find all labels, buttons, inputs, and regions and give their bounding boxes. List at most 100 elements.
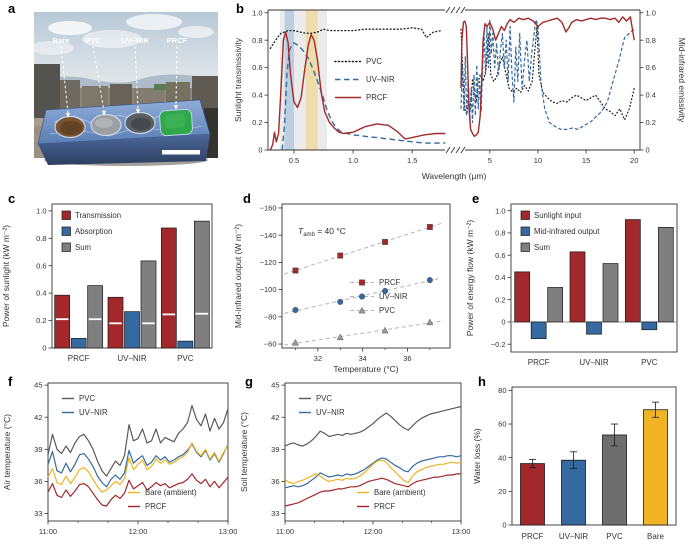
svg-text:1.5: 1.5 (407, 156, 417, 165)
chart-e: −0.2 0 0.2 0.4 0.6 0.8 1.0 Power of energy flow… (465, 203, 678, 367)
legend: PVC UV–NIR PRCF (334, 57, 395, 102)
svg-text:1.0: 1.0 (348, 156, 358, 165)
chart-b-right: 0 0.2 0.4 0.6 0.8 1.0 5 10 15 20 Mid-infrared emis… (455, 6, 687, 165)
series-UV–NIR (281, 42, 446, 151)
svg-text:UV–NIR: UV–NIR (79, 408, 108, 417)
leader-pvc (92, 45, 105, 112)
svg-text:36: 36 (34, 477, 42, 486)
svg-text:0: 0 (42, 344, 46, 353)
svg-text:UV–NIR: UV–NIR (117, 354, 147, 363)
svg-text:Transmission: Transmission (75, 211, 121, 220)
bar-UV–NIR-Sum (140, 260, 157, 349)
svg-text:10: 10 (534, 156, 542, 165)
svg-text:0.6: 0.6 (646, 63, 656, 72)
rooftop-photo: Bare PVC UV–NIR PRCF (34, 12, 218, 166)
bar-UV–NIR-Mid-infrared output (586, 321, 602, 335)
svg-text:12:00: 12:00 (129, 527, 148, 536)
svg-text:15: 15 (582, 156, 590, 165)
svg-text:PVC: PVC (366, 57, 382, 66)
series-PRCF (47, 473, 229, 507)
series-UV–NIR (284, 455, 462, 489)
legend: Transmission Absorption Sum (61, 210, 121, 252)
bar-UV–NIR-Absorption (124, 311, 140, 349)
svg-text:0: 0 (258, 146, 262, 155)
bar-PRCF-Sunlight input (514, 271, 531, 323)
power-of-sunlight-chart: 0 0.2 0.4 0.6 0.8 1.0 Power of sunlight (kW m⁻… (1, 203, 213, 363)
svg-text:PRCF: PRCF (68, 354, 90, 363)
series-PRCF (284, 473, 461, 507)
series-PRCF (460, 16, 635, 138)
svg-text:Mid-infrared output: Mid-infrared output (534, 227, 600, 236)
svg-text:12:00: 12:00 (364, 527, 383, 536)
svg-text:PRCF: PRCF (366, 93, 387, 102)
svg-text:PVC: PVC (379, 306, 395, 315)
svg-text:0: 0 (502, 521, 506, 530)
svg-text:0.5: 0.5 (289, 156, 299, 165)
panel-b: b 0 0.2 0.4 0.6 0.8 1.0 0.5 1.0 1.5 Sunlight tran… (232, 0, 692, 188)
svg-text:45: 45 (271, 381, 279, 390)
soil-hole-bare-inner (60, 121, 82, 135)
svg-text:0: 0 (501, 318, 505, 327)
bar-UV–NIR-Sunlight input (569, 251, 586, 323)
panel-label-g: g (245, 374, 253, 389)
svg-text:0.4: 0.4 (36, 289, 46, 298)
svg-text:0.2: 0.2 (646, 118, 656, 127)
bar-PRCF-Sum (87, 285, 104, 349)
svg-text:Sum: Sum (75, 243, 91, 252)
svg-text:Air temperature (°C): Air temperature (°C) (2, 414, 12, 490)
svg-text:PVC: PVC (316, 394, 332, 403)
panel-c: c 0 0.2 0.4 0.6 0.8 1.0 Power of sunlight (kW … (0, 190, 232, 375)
chart-d: −160 −140 −120 −100 −80 −60 32 34 36 Mid-infrared… (233, 204, 451, 374)
scale-bar (162, 150, 200, 155)
chart-b-left: 0 0.2 0.4 0.6 0.8 1.0 0.5 1.0 1.5 Sunlight transm… (233, 6, 486, 181)
svg-text:1.0: 1.0 (252, 8, 262, 17)
chart-g: 33 36 39 42 45 11:00 12:00 13:00 Soil temperatur… (239, 381, 470, 536)
bar-PRCF-Absorption (70, 338, 87, 349)
series-PRCF (269, 31, 446, 151)
chart-f: 33 36 39 42 45 11:00 12:00 13:00 Air temperature… (2, 381, 237, 536)
svg-text:UV–NIR: UV–NIR (559, 532, 589, 541)
svg-text:0.6: 0.6 (252, 63, 262, 72)
svg-text:39: 39 (34, 445, 42, 454)
svg-text:Temperature (°C): Temperature (°C) (333, 364, 398, 374)
svg-text:39: 39 (271, 445, 279, 454)
panel-label-a: a (8, 1, 16, 16)
svg-text:36: 36 (271, 477, 279, 486)
svg-text:13:00: 13:00 (219, 527, 237, 536)
water-loss-chart: 0 20 40 60 80 Water loss (%) PRCF UV–NIR PVC Bare (472, 386, 677, 541)
svg-text:60: 60 (498, 420, 506, 429)
svg-text:UV–NIR: UV–NIR (379, 292, 408, 301)
annotation-tamb: Tamb = 40 °C (298, 226, 346, 238)
label-pvc: PVC (85, 36, 101, 45)
legend: PRCF UV–NIR PVC (350, 278, 408, 315)
svg-text:5: 5 (488, 156, 492, 165)
mid-infrared-output-chart: −160 −140 −120 −100 −80 −60 32 34 36 Mid-infrared… (233, 204, 451, 374)
svg-text:33: 33 (34, 509, 42, 518)
panel-label-d: d (243, 191, 251, 206)
bar-PVC-Absorption (177, 340, 194, 349)
bar-PRCF (520, 463, 545, 526)
svg-text:−160: −160 (260, 204, 277, 213)
panel-g: g 33 36 39 42 45 11:00 12:00 13:00 Soil temperat… (237, 373, 470, 557)
photo-labels: Bare PVC UV–NIR PRCF (53, 36, 188, 45)
spectra-chart: 0 0.2 0.4 0.6 0.8 1.0 0.5 1.0 1.5 Sunlight transm… (233, 6, 687, 181)
svg-text:80: 80 (498, 386, 506, 395)
svg-text:1.0: 1.0 (36, 206, 46, 215)
bar-PRCF-Sum (547, 287, 564, 323)
svg-text:0.8: 0.8 (252, 36, 262, 45)
svg-text:Bare (ambient): Bare (ambient) (145, 488, 197, 497)
trend-PVC (284, 320, 442, 346)
panel-label-c: c (8, 191, 16, 206)
svg-text:Water loss (%): Water loss (%) (472, 428, 482, 484)
svg-text:Sunlight transmissivity: Sunlight transmissivity (233, 37, 243, 122)
series-PVC (460, 25, 635, 121)
svg-text:−100: −100 (260, 285, 277, 294)
svg-text:42: 42 (271, 413, 279, 422)
panel-d: d −160 −140 −120 −100 −80 −60 32 34 36 Mid-infrar… (232, 190, 465, 375)
svg-text:−80: −80 (264, 312, 277, 321)
panel-h: h 0 20 40 60 80 Water loss (%) PRCF UV–NIR PVC Ba… (470, 373, 692, 557)
bar-PVC-Transmission (160, 227, 177, 349)
bar-UV–NIR-Sum (602, 263, 619, 323)
foam-box-front (38, 134, 210, 165)
svg-text:45: 45 (34, 381, 42, 390)
